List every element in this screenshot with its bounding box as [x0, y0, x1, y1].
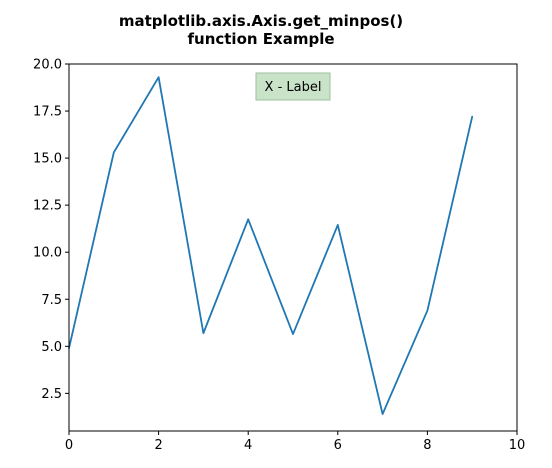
annotation-box-background: [255, 72, 331, 101]
x-tick-label: 10: [509, 438, 526, 453]
x-tick-label: 4: [244, 438, 252, 453]
y-tick-label: 17.5: [33, 105, 62, 120]
y-tick-label: 5.0: [41, 340, 62, 355]
chart-title-line-2: function Example: [187, 30, 334, 48]
x-tick-label: 8: [423, 438, 431, 453]
y-tick-label: 20.0: [33, 58, 62, 73]
y-tick-label: 7.5: [41, 293, 62, 308]
chart-title-line-1: matplotlib.axis.Axis.get_minpos(): [119, 12, 403, 30]
y-tick-label: 10.0: [33, 246, 62, 261]
y-axis-ticks: 2.5 5.0 7.5 10.0 12.5 15.0 17.5 20.0: [33, 58, 69, 402]
y-tick-label: 15.0: [33, 152, 62, 167]
x-tick-label: 6: [334, 438, 342, 453]
plot-area-frame: [68, 63, 518, 432]
y-tick-label: 2.5: [41, 387, 62, 402]
x-tick-label: 2: [154, 438, 162, 453]
x-axis-ticks: 0 2 4 6 8 10: [65, 431, 525, 453]
series-line: [68, 76, 474, 415]
x-tick-label: 0: [65, 438, 73, 453]
y-tick-label: 12.5: [33, 199, 62, 214]
annotation-label: X - Label: [265, 80, 322, 95]
annotation-box: X - Label: [255, 72, 331, 101]
